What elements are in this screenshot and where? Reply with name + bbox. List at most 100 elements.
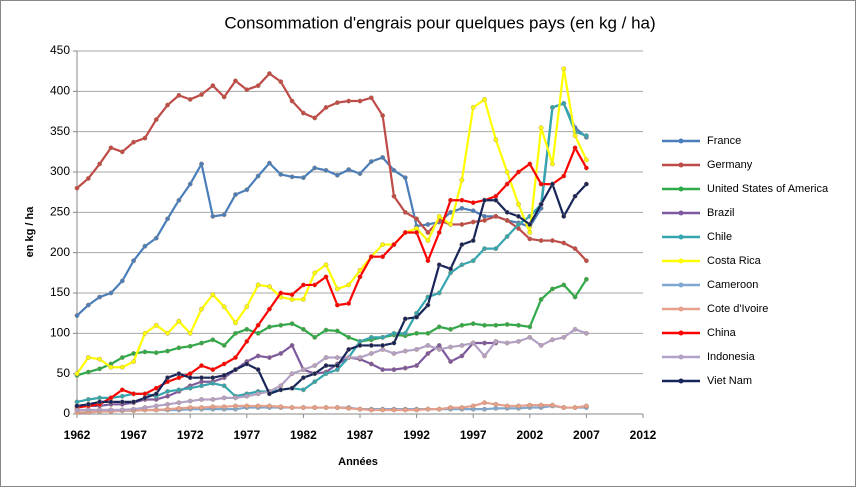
data-point	[459, 242, 465, 248]
legend-marker	[678, 186, 684, 192]
data-point	[176, 405, 182, 411]
data-point	[346, 355, 352, 360]
data-point	[470, 208, 476, 214]
data-point	[459, 262, 465, 268]
data-point	[402, 348, 408, 354]
data-point	[187, 371, 193, 377]
data-point	[425, 330, 431, 336]
data-point	[334, 302, 340, 308]
data-point	[267, 160, 272, 166]
data-point	[312, 270, 318, 276]
data-point	[131, 391, 137, 397]
data-point	[391, 242, 397, 248]
data-point	[267, 355, 272, 360]
data-point	[584, 330, 589, 336]
series-line	[77, 401, 587, 414]
data-point	[210, 83, 216, 89]
data-point	[108, 290, 114, 296]
data-point	[153, 391, 159, 397]
data-point	[278, 322, 284, 328]
series-line	[76, 278, 588, 377]
data-point	[176, 375, 182, 381]
data-point	[572, 246, 578, 252]
data-point	[97, 366, 103, 372]
data-point	[584, 181, 589, 187]
data-point	[470, 321, 476, 327]
data-point	[516, 201, 521, 207]
data-point	[323, 262, 329, 268]
data-point	[459, 197, 465, 203]
data-point	[199, 405, 204, 410]
data-point	[153, 403, 159, 409]
data-point	[244, 393, 250, 399]
y-tick-label: 50	[57, 366, 71, 380]
legend-text: Viet Nam	[707, 375, 752, 387]
data-point	[402, 316, 408, 322]
data-point	[572, 405, 578, 410]
data-point	[97, 356, 103, 362]
data-point	[300, 367, 306, 373]
data-point	[165, 389, 170, 394]
data-point	[368, 407, 374, 413]
data-point	[550, 181, 555, 187]
y-tick-label: 300	[50, 164, 70, 178]
data-point	[448, 270, 453, 276]
data-point	[346, 167, 352, 172]
data-point	[527, 236, 533, 242]
y-axis-title: en kg / ha	[24, 206, 36, 258]
data-point	[278, 79, 284, 85]
data-point	[97, 294, 103, 300]
data-point	[334, 355, 340, 360]
data-point	[300, 375, 306, 381]
data-point	[391, 193, 397, 199]
data-point	[357, 268, 363, 273]
x-tick-label: 1997	[460, 428, 487, 442]
data-point	[550, 337, 555, 343]
data-point	[516, 213, 521, 219]
data-point	[278, 383, 284, 389]
data-point	[380, 334, 386, 340]
data-point	[165, 406, 170, 412]
data-point	[516, 222, 521, 227]
data-point	[199, 92, 204, 97]
data-point	[470, 219, 476, 225]
data-point	[493, 213, 499, 219]
data-point	[459, 222, 465, 227]
data-point	[131, 359, 137, 364]
data-point	[278, 351, 284, 356]
data-point	[210, 397, 216, 402]
data-point	[493, 338, 499, 344]
data-point	[561, 66, 567, 72]
data-point	[210, 375, 216, 381]
x-tick-label: 2012	[630, 428, 657, 442]
data-point	[357, 338, 363, 344]
data-point	[323, 405, 329, 410]
data-point	[391, 407, 397, 413]
data-point	[493, 405, 499, 411]
data-point	[527, 324, 533, 330]
data-point	[391, 167, 397, 173]
data-point	[459, 322, 465, 328]
data-point	[255, 391, 261, 397]
data-point	[482, 406, 487, 412]
data-point	[538, 238, 544, 243]
data-point	[504, 209, 510, 215]
data-point	[244, 187, 250, 193]
data-point	[244, 304, 250, 310]
data-point	[199, 379, 204, 385]
data-point	[176, 197, 182, 203]
data-point	[436, 230, 442, 235]
data-point	[153, 322, 159, 328]
data-point	[380, 367, 386, 373]
data-point	[346, 347, 352, 352]
y-tick-label: 100	[50, 326, 70, 340]
data-point	[368, 95, 374, 101]
data-point	[482, 97, 487, 102]
data-point	[210, 404, 216, 410]
data-point	[504, 234, 510, 239]
data-point	[380, 155, 386, 160]
legend-text: France	[707, 135, 741, 147]
data-point	[153, 235, 159, 241]
data-point	[561, 101, 567, 106]
data-point	[165, 348, 170, 354]
